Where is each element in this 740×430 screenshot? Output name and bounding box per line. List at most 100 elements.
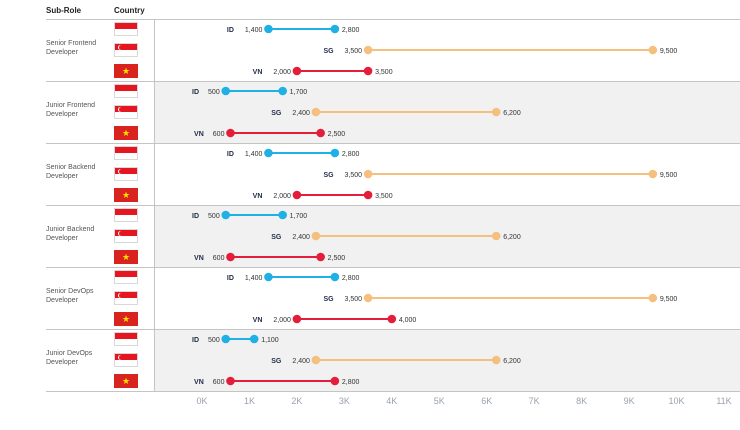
max-dot (316, 252, 325, 262)
min-value-label: 500 (208, 213, 220, 220)
country-code-label: SG (271, 358, 282, 365)
country-code-label: SG (271, 234, 282, 241)
max-value-label: 6,200 (503, 358, 521, 365)
min-dot (264, 24, 273, 34)
x-tick-label: 11K (716, 396, 731, 406)
max-dot (648, 45, 658, 55)
x-tick-label: 5K (434, 396, 445, 406)
min-value-label: 1,400 (245, 275, 263, 282)
sg-flag-icon (114, 229, 138, 243)
min-value-label: 1,400 (245, 27, 263, 34)
max-value-label: 2,500 (328, 131, 346, 138)
country-code-label: ID (192, 213, 199, 220)
max-dot (330, 376, 340, 386)
min-value-label: 1,400 (245, 151, 263, 158)
x-tick-label: 10K (669, 396, 685, 406)
max-value-label: 1,700 (290, 89, 308, 96)
x-tick-label: 0K (196, 396, 207, 406)
max-dot (278, 86, 287, 96)
max-value-label: 9,500 (660, 296, 678, 303)
sub-role-label: Junior DevOps Developer (46, 350, 93, 366)
min-value-label: 3,500 (345, 172, 363, 179)
max-value-label: 2,800 (342, 27, 360, 34)
sg-flag-icon (114, 291, 138, 305)
min-value-label: 2,000 (273, 193, 291, 200)
min-value-label: 2,000 (273, 69, 291, 76)
min-dot (221, 334, 231, 344)
min-dot (292, 314, 302, 324)
vn-flag-icon: ★ (114, 126, 138, 140)
max-dot (330, 272, 340, 282)
max-value-label: 6,200 (503, 110, 521, 117)
country-code-label: SG (323, 296, 334, 303)
min-value-label: 2,000 (273, 317, 291, 324)
min-value-label: 2,400 (292, 110, 310, 117)
min-dot (311, 231, 321, 241)
x-tick-label: 3K (339, 396, 350, 406)
min-value-label: 500 (208, 337, 220, 344)
sub-role-label: Senior DevOps Developer (46, 288, 94, 304)
max-value-label: 1,100 (261, 337, 279, 344)
id-flag-icon (114, 270, 138, 284)
sub-role-header: Sub-Role (46, 6, 82, 15)
sg-flag-icon (114, 167, 138, 181)
id-flag-icon (114, 332, 138, 346)
min-dot (311, 355, 321, 365)
min-dot (226, 128, 235, 138)
country-code-label: VN (253, 69, 263, 76)
max-value-label: 9,500 (660, 48, 678, 55)
country-code-label: VN (194, 255, 204, 262)
country-code-label: VN (194, 379, 204, 386)
min-dot (363, 293, 373, 303)
max-dot (316, 128, 325, 138)
min-dot (264, 272, 273, 282)
x-tick-label: 6K (481, 396, 492, 406)
max-dot (363, 66, 373, 76)
country-code-label: ID (227, 151, 234, 158)
max-value-label: 3,500 (375, 69, 393, 76)
min-dot (226, 376, 235, 386)
x-tick-label: 8K (576, 396, 587, 406)
vn-flag-icon: ★ (114, 64, 138, 78)
min-value-label: 600 (213, 379, 225, 386)
min-dot (221, 86, 231, 96)
id-flag-icon (114, 22, 138, 36)
max-dot (278, 210, 287, 220)
max-dot (491, 355, 501, 365)
vn-flag-icon: ★ (114, 312, 138, 326)
x-tick-label: 7K (529, 396, 540, 406)
max-dot (330, 24, 340, 34)
min-value-label: 600 (213, 255, 225, 262)
min-dot (311, 107, 321, 117)
country-code-label: ID (227, 275, 234, 282)
sub-role-label: Senior Backend Developer (46, 164, 96, 180)
country-code-label: SG (271, 110, 282, 117)
country-code-label: ID (192, 337, 199, 344)
sub-role-label: Junior Frontend Developer (46, 102, 96, 118)
vn-flag-icon: ★ (114, 188, 138, 202)
min-dot (292, 66, 302, 76)
x-tick-label: 4K (386, 396, 397, 406)
min-value-label: 2,400 (292, 234, 310, 241)
country-code-label: SG (323, 172, 334, 179)
x-tick-label: 9K (624, 396, 635, 406)
min-dot (363, 45, 373, 55)
sg-flag-icon (114, 105, 138, 119)
sub-role-label: Junior Backend Developer (46, 226, 95, 242)
id-flag-icon (114, 146, 138, 160)
vn-flag-icon: ★ (114, 250, 138, 264)
id-flag-icon (114, 84, 138, 98)
max-value-label: 1,700 (290, 213, 308, 220)
min-value-label: 500 (208, 89, 220, 96)
min-value-label: 2,400 (292, 358, 310, 365)
min-value-label: 3,500 (345, 48, 363, 55)
max-value-label: 2,800 (342, 275, 360, 282)
max-value-label: 9,500 (660, 172, 678, 179)
country-code-label: VN (194, 131, 204, 138)
min-value-label: 600 (213, 131, 225, 138)
country-code-label: ID (192, 89, 199, 96)
min-value-label: 3,500 (345, 296, 363, 303)
country-code-label: VN (253, 193, 263, 200)
sg-flag-icon (114, 353, 138, 367)
